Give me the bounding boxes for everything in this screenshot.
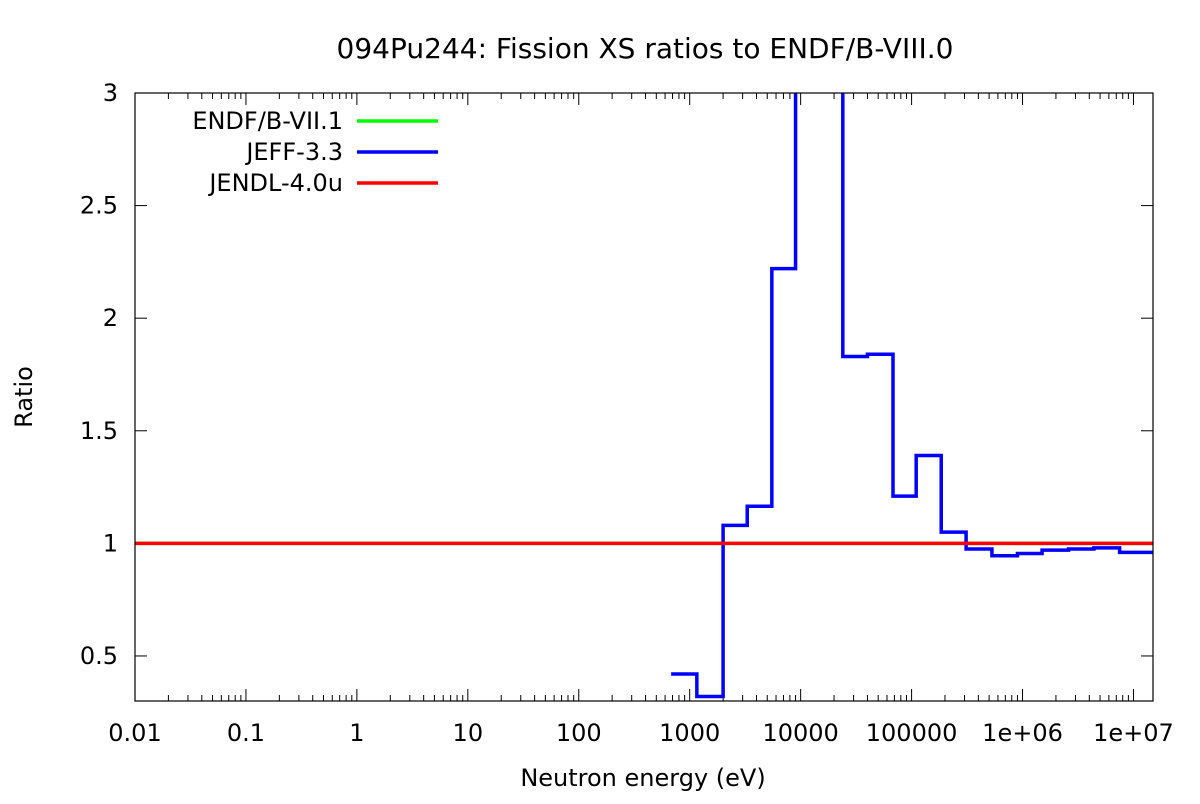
x-tick-label: 100 — [556, 719, 602, 747]
y-tick-label: 1 — [103, 529, 118, 557]
x-tick-label: 1e+07 — [1093, 719, 1174, 747]
x-tick-label: 1000 — [659, 719, 720, 747]
y-tick-label: 3 — [103, 79, 118, 107]
chart-title: 094Pu244: Fission XS ratios to ENDF/B-VI… — [337, 32, 954, 65]
x-tick-label: 1 — [349, 719, 364, 747]
y-tick-label: 2.5 — [80, 192, 118, 220]
x-tick-label: 0.01 — [108, 719, 161, 747]
x-tick-label: 1e+06 — [982, 719, 1063, 747]
y-tick-label: 0.5 — [80, 642, 118, 670]
y-tick-label: 2 — [103, 304, 118, 332]
legend: ENDF/B-VII.1 JEFF-3.3 JENDL-4.0u — [192, 107, 438, 197]
legend-label-jendl-4-0u: JENDL-4.0u — [207, 169, 343, 197]
tick-layer: 0.01 0.1 1 10 100 1000 10000 100000 1e+06 1e+07 0.… — [80, 79, 1174, 747]
series-line-jeff-3-3 — [671, 93, 1153, 699]
x-tick-label: 0.1 — [227, 719, 265, 747]
x-tick-label: 100000 — [866, 719, 958, 747]
series-layer — [135, 93, 1153, 699]
y-tick-label: 1.5 — [80, 417, 118, 445]
x-axis-label: Neutron energy (eV) — [520, 764, 765, 792]
legend-label-endf-b-vii-1: ENDF/B-VII.1 — [192, 107, 343, 135]
y-axis-label: Ratio — [10, 366, 38, 428]
x-tick-label: 10 — [453, 719, 484, 747]
x-tick-label: 10000 — [762, 719, 838, 747]
legend-label-jeff-3-3: JEFF-3.3 — [244, 138, 343, 166]
plot-frame — [134, 92, 1154, 702]
